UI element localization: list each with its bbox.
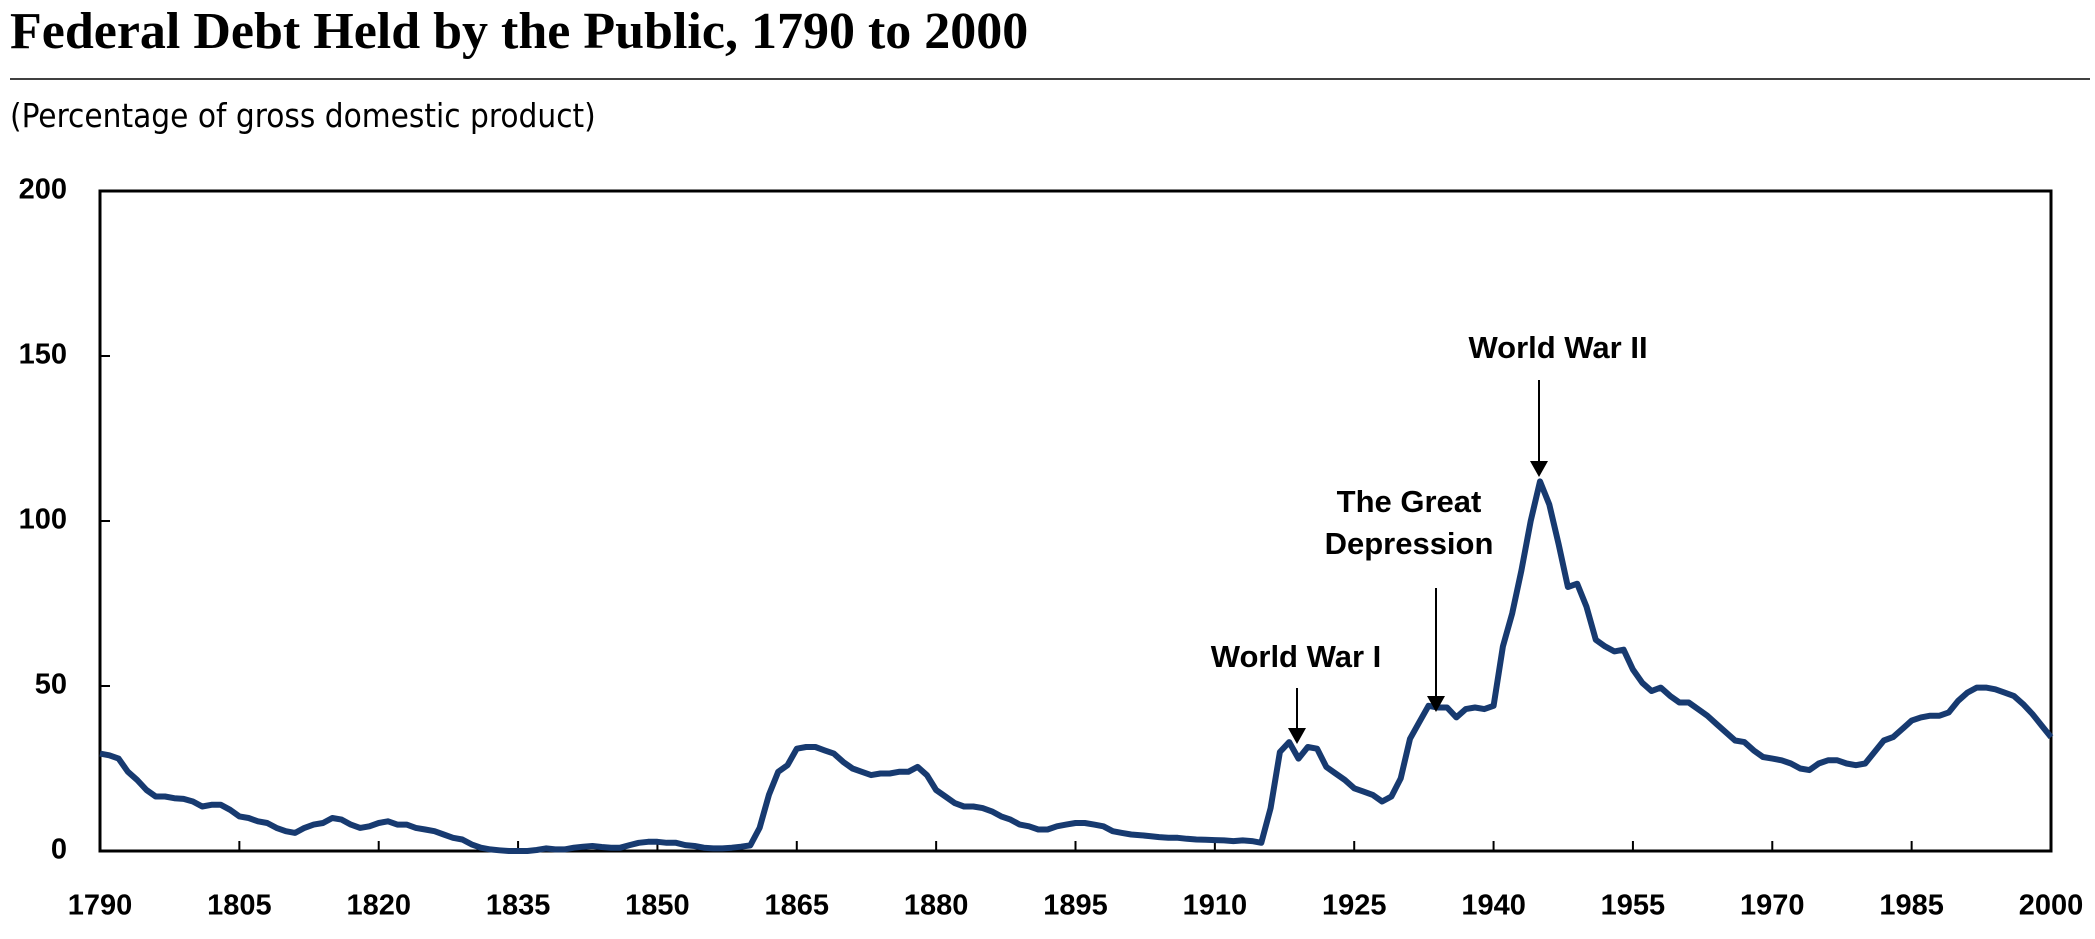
- y-tick-label: 200: [19, 174, 67, 206]
- arrow-head: [1427, 696, 1445, 712]
- chart-subtitle: (Percentage of gross domestic product): [10, 96, 596, 135]
- x-tick-label: 1790: [68, 890, 133, 922]
- annotation: Depression: [1325, 526, 1494, 561]
- annotation: World War II: [1468, 330, 1647, 365]
- x-tick-label: 1910: [1183, 890, 1248, 922]
- chart-title: Federal Debt Held by the Public, 1790 to…: [10, 3, 1028, 60]
- x-tick-label: 1865: [765, 890, 830, 922]
- x-tick-label: 1985: [1879, 890, 1944, 922]
- x-tick-label: 1805: [207, 890, 272, 922]
- x-tick-label: 1895: [1043, 890, 1108, 922]
- x-tick-label: 1880: [904, 890, 969, 922]
- arrow-head: [1288, 728, 1306, 744]
- x-tick-label: 1820: [346, 890, 411, 922]
- x-tick-label: 1940: [1461, 890, 1526, 922]
- x-tick-label: 2000: [2019, 890, 2084, 922]
- x-tick-label: 1955: [1601, 890, 1666, 922]
- y-tick-label: 150: [19, 339, 67, 371]
- x-tick-label: 1925: [1322, 890, 1387, 922]
- annotation: The Great: [1337, 484, 1482, 519]
- annotation: World War I: [1211, 639, 1382, 674]
- arrow-head: [1530, 461, 1548, 477]
- x-tick-label: 1970: [1740, 890, 1805, 922]
- y-tick-label: 100: [19, 504, 67, 536]
- x-tick-label: 1850: [625, 890, 690, 922]
- x-tick-label: 1835: [486, 890, 551, 922]
- y-tick-label: 50: [35, 669, 67, 701]
- y-tick-label: 0: [51, 834, 67, 866]
- data-line: [99, 478, 2054, 854]
